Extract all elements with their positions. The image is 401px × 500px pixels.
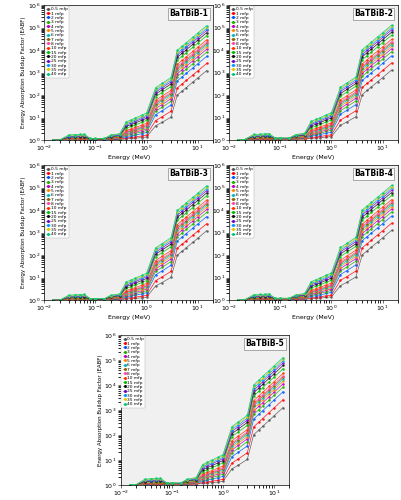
Y-axis label: Energy Absorption Buildup Factor (EABF): Energy Absorption Buildup Factor (EABF): [21, 16, 26, 128]
Legend: 0.5 mfp, 1 mfp, 2 mfp, 3 mfp, 4 mfp, 5 mfp, 6 mfp, 7 mfp, 8 mfp, 10 mfp, 15 mfp,: 0.5 mfp, 1 mfp, 2 mfp, 3 mfp, 4 mfp, 5 m…: [229, 6, 253, 78]
Text: BaTBiB-4: BaTBiB-4: [353, 169, 392, 178]
Text: BaTBiB-5: BaTBiB-5: [245, 340, 284, 348]
Text: BaTBiB-1: BaTBiB-1: [169, 9, 207, 18]
X-axis label: Energy (MeV): Energy (MeV): [107, 315, 150, 320]
X-axis label: Energy (MeV): Energy (MeV): [292, 155, 334, 160]
Legend: 0.5 mfp, 1 mfp, 2 mfp, 3 mfp, 4 mfp, 5 mfp, 6 mfp, 7 mfp, 8 mfp, 10 mfp, 15 mfp,: 0.5 mfp, 1 mfp, 2 mfp, 3 mfp, 4 mfp, 5 m…: [121, 336, 145, 407]
Y-axis label: Energy Absorption Buildup Factor (EABF): Energy Absorption Buildup Factor (EABF): [97, 354, 102, 466]
Legend: 0.5 mfp, 1 mfp, 2 mfp, 3 mfp, 4 mfp, 5 mfp, 6 mfp, 7 mfp, 8 mfp, 10 mfp, 15 mfp,: 0.5 mfp, 1 mfp, 2 mfp, 3 mfp, 4 mfp, 5 m…: [229, 166, 253, 238]
X-axis label: Energy (MeV): Energy (MeV): [107, 155, 150, 160]
Legend: 0.5 mfp, 1 mfp, 2 mfp, 3 mfp, 4 mfp, 5 mfp, 6 mfp, 7 mfp, 8 mfp, 10 mfp, 15 mfp,: 0.5 mfp, 1 mfp, 2 mfp, 3 mfp, 4 mfp, 5 m…: [45, 166, 69, 238]
Text: BaTBiB-2: BaTBiB-2: [353, 9, 392, 18]
X-axis label: Energy (MeV): Energy (MeV): [292, 315, 334, 320]
Text: BaTBiB-3: BaTBiB-3: [169, 169, 207, 178]
Y-axis label: Energy Absorption Buildup Factor (EABF): Energy Absorption Buildup Factor (EABF): [21, 177, 26, 288]
Legend: 0.5 mfp, 1 mfp, 2 mfp, 3 mfp, 4 mfp, 5 mfp, 6 mfp, 7 mfp, 8 mfp, 10 mfp, 15 mfp,: 0.5 mfp, 1 mfp, 2 mfp, 3 mfp, 4 mfp, 5 m…: [45, 6, 69, 78]
